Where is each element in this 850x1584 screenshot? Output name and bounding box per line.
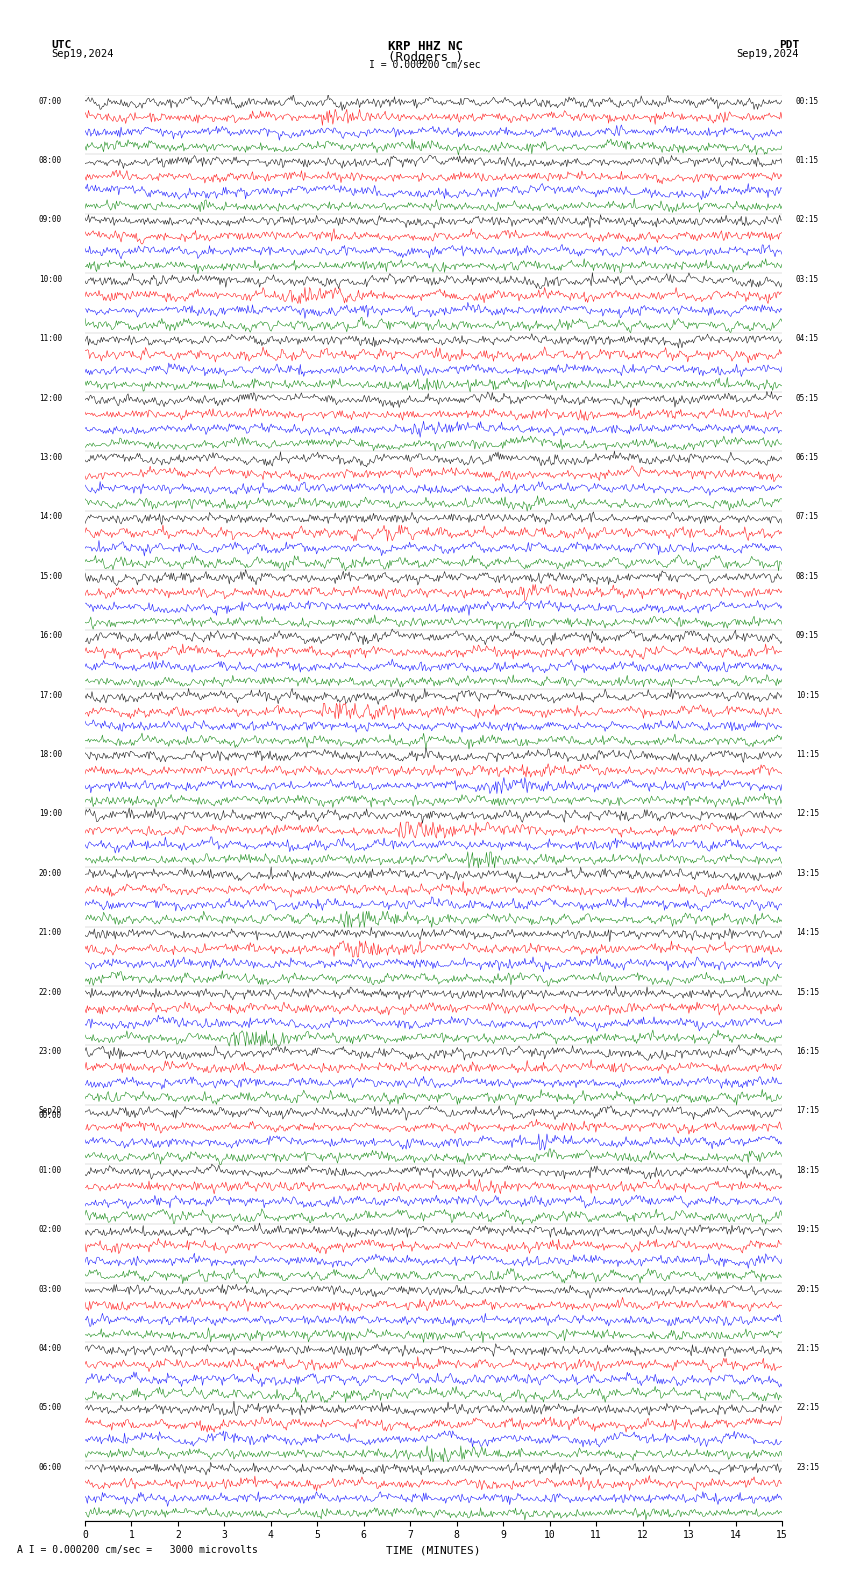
Text: 07:00: 07:00 — [38, 97, 62, 106]
Text: 03:15: 03:15 — [796, 274, 819, 284]
Text: 04:15: 04:15 — [796, 334, 819, 344]
Text: 02:15: 02:15 — [796, 215, 819, 225]
Text: 19:15: 19:15 — [796, 1224, 819, 1234]
Text: A I = 0.000200 cm/sec =   3000 microvolts: A I = 0.000200 cm/sec = 3000 microvolts — [17, 1546, 258, 1555]
Text: 15:15: 15:15 — [796, 987, 819, 996]
Text: I = 0.000200 cm/sec: I = 0.000200 cm/sec — [369, 60, 481, 70]
Text: 01:15: 01:15 — [796, 155, 819, 165]
Text: 05:00: 05:00 — [38, 1403, 62, 1413]
Text: 09:15: 09:15 — [796, 630, 819, 640]
Text: 10:15: 10:15 — [796, 691, 819, 700]
Text: 00:00: 00:00 — [38, 1110, 62, 1120]
Text: 09:00: 09:00 — [38, 215, 62, 225]
Text: Sep19,2024: Sep19,2024 — [736, 49, 799, 59]
Text: 21:00: 21:00 — [38, 928, 62, 938]
Text: 21:15: 21:15 — [796, 1343, 819, 1353]
Text: 18:00: 18:00 — [38, 749, 62, 759]
Text: 14:15: 14:15 — [796, 928, 819, 938]
Text: 19:00: 19:00 — [38, 809, 62, 819]
Text: 12:00: 12:00 — [38, 393, 62, 402]
Text: 16:00: 16:00 — [38, 630, 62, 640]
Text: UTC: UTC — [51, 40, 71, 49]
Text: 11:00: 11:00 — [38, 334, 62, 344]
Text: 02:00: 02:00 — [38, 1224, 62, 1234]
Text: 13:15: 13:15 — [796, 868, 819, 878]
Text: KRP HHZ NC: KRP HHZ NC — [388, 40, 462, 52]
Text: 10:00: 10:00 — [38, 274, 62, 284]
Text: 16:15: 16:15 — [796, 1047, 819, 1057]
Text: 14:00: 14:00 — [38, 512, 62, 521]
Text: 01:00: 01:00 — [38, 1166, 62, 1175]
Text: Sep20: Sep20 — [38, 1106, 62, 1115]
Text: 20:15: 20:15 — [796, 1285, 819, 1294]
Text: 06:00: 06:00 — [38, 1462, 62, 1472]
Text: 18:15: 18:15 — [796, 1166, 819, 1175]
Text: 23:15: 23:15 — [796, 1462, 819, 1472]
Text: 23:00: 23:00 — [38, 1047, 62, 1057]
Text: 13:00: 13:00 — [38, 453, 62, 463]
Text: 04:00: 04:00 — [38, 1343, 62, 1353]
X-axis label: TIME (MINUTES): TIME (MINUTES) — [386, 1546, 481, 1555]
Text: 17:00: 17:00 — [38, 691, 62, 700]
Text: 05:15: 05:15 — [796, 393, 819, 402]
Text: PDT: PDT — [779, 40, 799, 49]
Text: 17:15: 17:15 — [796, 1106, 819, 1115]
Text: 08:15: 08:15 — [796, 572, 819, 581]
Text: 07:15: 07:15 — [796, 512, 819, 521]
Text: 08:00: 08:00 — [38, 155, 62, 165]
Text: 11:15: 11:15 — [796, 749, 819, 759]
Text: (Rodgers ): (Rodgers ) — [388, 51, 462, 63]
Text: 15:00: 15:00 — [38, 572, 62, 581]
Text: 12:15: 12:15 — [796, 809, 819, 819]
Text: Sep19,2024: Sep19,2024 — [51, 49, 114, 59]
Text: 03:00: 03:00 — [38, 1285, 62, 1294]
Text: 06:15: 06:15 — [796, 453, 819, 463]
Text: 20:00: 20:00 — [38, 868, 62, 878]
Text: 22:15: 22:15 — [796, 1403, 819, 1413]
Text: 00:15: 00:15 — [796, 97, 819, 106]
Text: 22:00: 22:00 — [38, 987, 62, 996]
